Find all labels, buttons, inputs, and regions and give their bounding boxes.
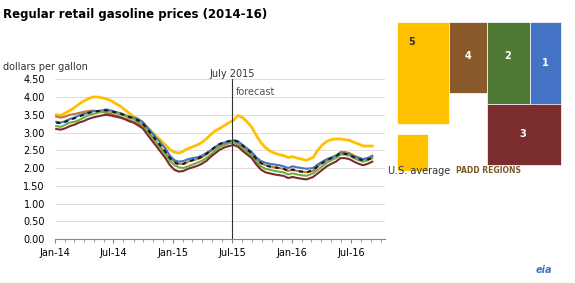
Text: U.S. average: U.S. average xyxy=(388,166,450,176)
Text: 5: 5 xyxy=(408,37,415,47)
FancyBboxPatch shape xyxy=(397,134,428,171)
FancyBboxPatch shape xyxy=(397,22,449,124)
Text: 4: 4 xyxy=(465,52,471,61)
Text: forecast: forecast xyxy=(236,87,275,97)
FancyBboxPatch shape xyxy=(449,22,487,93)
Text: 1: 1 xyxy=(542,58,549,68)
Text: PADD REGIONS: PADD REGIONS xyxy=(457,166,521,175)
FancyBboxPatch shape xyxy=(530,22,561,114)
Text: dollars per gallon: dollars per gallon xyxy=(3,62,88,72)
Text: Regular retail gasoline prices (2014-16): Regular retail gasoline prices (2014-16) xyxy=(3,8,267,22)
Text: 3: 3 xyxy=(520,129,527,140)
Text: 2: 2 xyxy=(504,52,511,61)
Text: eia: eia xyxy=(535,265,552,275)
FancyBboxPatch shape xyxy=(487,22,530,104)
FancyBboxPatch shape xyxy=(487,104,561,165)
Text: July 2015: July 2015 xyxy=(209,68,255,78)
